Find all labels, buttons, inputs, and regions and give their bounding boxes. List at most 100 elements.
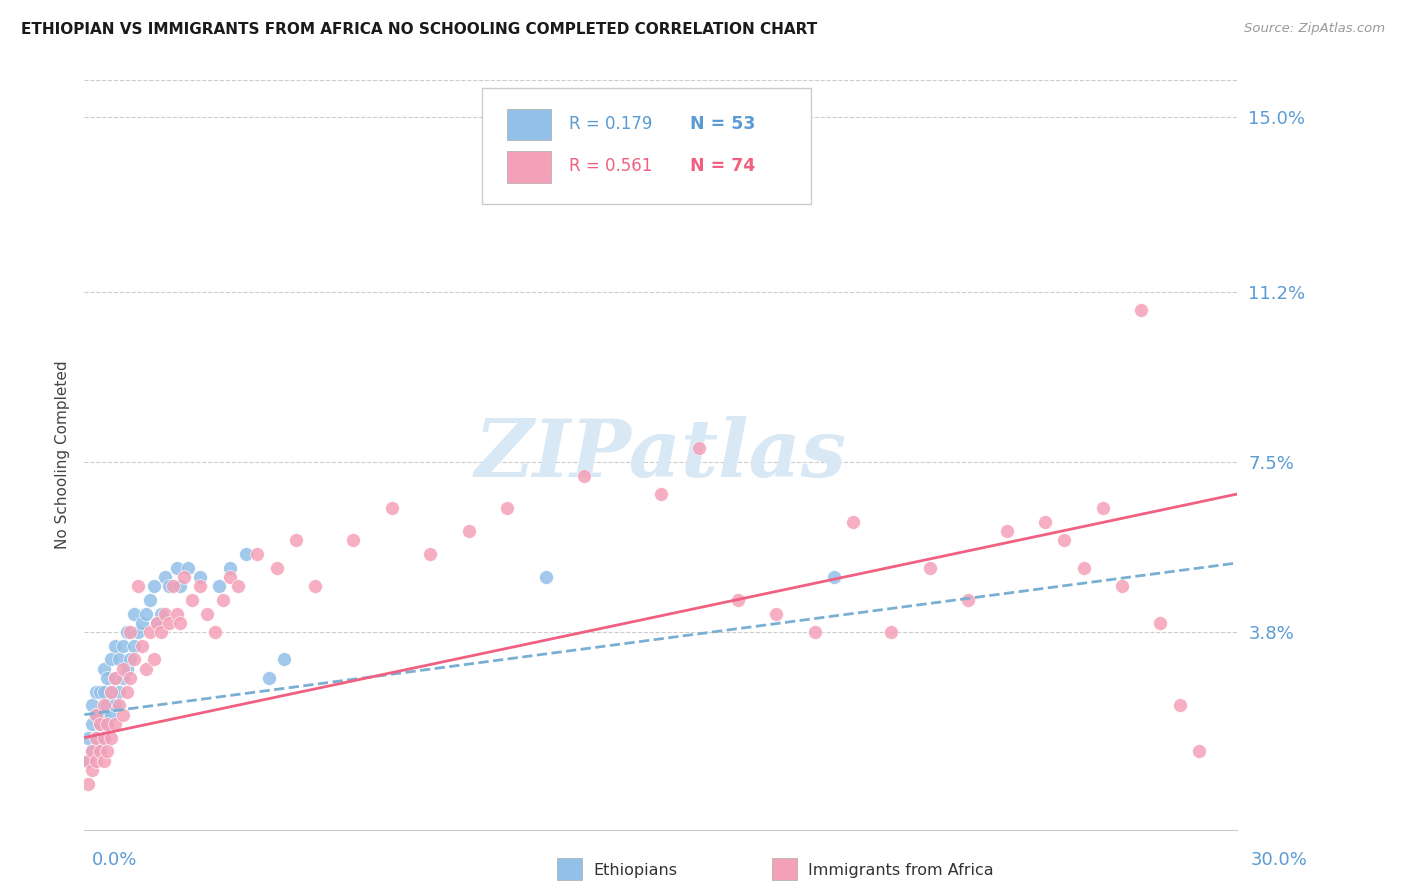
Point bbox=[100, 652, 122, 666]
Point bbox=[108, 698, 131, 713]
Point bbox=[235, 547, 257, 561]
Point bbox=[419, 547, 441, 561]
Point bbox=[120, 624, 142, 639]
Text: Ethiopians: Ethiopians bbox=[593, 863, 678, 878]
Point bbox=[124, 652, 146, 666]
Point bbox=[166, 560, 188, 574]
Point bbox=[226, 579, 249, 593]
Point bbox=[211, 592, 233, 607]
Point bbox=[169, 615, 191, 630]
Point bbox=[765, 607, 787, 621]
Text: Source: ZipAtlas.com: Source: ZipAtlas.com bbox=[1244, 22, 1385, 36]
Point bbox=[146, 615, 169, 630]
Point bbox=[688, 441, 710, 455]
Point bbox=[138, 592, 160, 607]
Point bbox=[1149, 615, 1171, 630]
Point bbox=[127, 624, 149, 639]
Point bbox=[108, 684, 131, 698]
Point bbox=[80, 716, 103, 731]
Point bbox=[1111, 579, 1133, 593]
Text: N = 74: N = 74 bbox=[690, 158, 755, 176]
Point bbox=[93, 707, 115, 722]
Point bbox=[246, 547, 269, 561]
Point bbox=[104, 671, 127, 685]
Point bbox=[96, 671, 118, 685]
Point bbox=[80, 763, 103, 777]
Point bbox=[77, 776, 100, 790]
Text: R = 0.561: R = 0.561 bbox=[568, 158, 652, 176]
Point bbox=[166, 607, 188, 621]
Point bbox=[142, 652, 165, 666]
Point bbox=[381, 500, 404, 515]
Point bbox=[100, 707, 122, 722]
Point bbox=[104, 716, 127, 731]
Point bbox=[96, 716, 118, 731]
Point bbox=[803, 624, 825, 639]
Text: ZIPatlas: ZIPatlas bbox=[475, 417, 846, 493]
Point bbox=[93, 731, 115, 745]
Point bbox=[957, 592, 980, 607]
Point bbox=[80, 744, 103, 758]
Point bbox=[84, 754, 107, 768]
Point bbox=[1188, 744, 1211, 758]
Text: 0.0%: 0.0% bbox=[91, 851, 136, 869]
Point bbox=[153, 570, 176, 584]
Point bbox=[1053, 533, 1076, 547]
Point bbox=[181, 592, 204, 607]
Point bbox=[111, 671, 134, 685]
Point bbox=[108, 652, 131, 666]
Point bbox=[169, 579, 191, 593]
Point bbox=[534, 570, 557, 584]
Point bbox=[115, 684, 138, 698]
Point bbox=[823, 570, 845, 584]
Point bbox=[131, 615, 153, 630]
Text: Immigrants from Africa: Immigrants from Africa bbox=[808, 863, 994, 878]
Point bbox=[138, 624, 160, 639]
Point bbox=[304, 579, 326, 593]
Point bbox=[150, 607, 173, 621]
Point bbox=[104, 639, 127, 653]
Point bbox=[96, 716, 118, 731]
Point bbox=[124, 607, 146, 621]
Point bbox=[115, 662, 138, 676]
Point bbox=[219, 570, 242, 584]
Point bbox=[195, 607, 218, 621]
Point bbox=[1033, 515, 1056, 529]
Text: ETHIOPIAN VS IMMIGRANTS FROM AFRICA NO SCHOOLING COMPLETED CORRELATION CHART: ETHIOPIAN VS IMMIGRANTS FROM AFRICA NO S… bbox=[21, 22, 817, 37]
Point bbox=[96, 744, 118, 758]
Point bbox=[1073, 560, 1095, 574]
Point bbox=[115, 624, 138, 639]
Point bbox=[173, 570, 195, 584]
Y-axis label: No Schooling Completed: No Schooling Completed bbox=[55, 360, 70, 549]
Point bbox=[188, 579, 211, 593]
Point bbox=[219, 560, 242, 574]
Point bbox=[1091, 500, 1114, 515]
Point bbox=[457, 524, 479, 538]
Point bbox=[135, 607, 157, 621]
Point bbox=[96, 698, 118, 713]
Point bbox=[880, 624, 903, 639]
Point bbox=[204, 624, 226, 639]
Point bbox=[496, 500, 519, 515]
Point bbox=[100, 731, 122, 745]
Point bbox=[77, 754, 100, 768]
Point bbox=[153, 607, 176, 621]
Point bbox=[93, 684, 115, 698]
Point bbox=[104, 671, 127, 685]
Point bbox=[89, 716, 111, 731]
Point bbox=[89, 716, 111, 731]
Point bbox=[284, 533, 307, 547]
Point bbox=[1168, 698, 1191, 713]
Text: R = 0.179: R = 0.179 bbox=[568, 115, 652, 133]
Text: 30.0%: 30.0% bbox=[1251, 851, 1308, 869]
Point bbox=[111, 639, 134, 653]
Point bbox=[89, 744, 111, 758]
Point bbox=[842, 515, 865, 529]
Point bbox=[208, 579, 231, 593]
Point bbox=[93, 731, 115, 745]
Point bbox=[135, 662, 157, 676]
Point bbox=[89, 744, 111, 758]
Point bbox=[131, 639, 153, 653]
Point bbox=[918, 560, 941, 574]
Point bbox=[257, 671, 280, 685]
